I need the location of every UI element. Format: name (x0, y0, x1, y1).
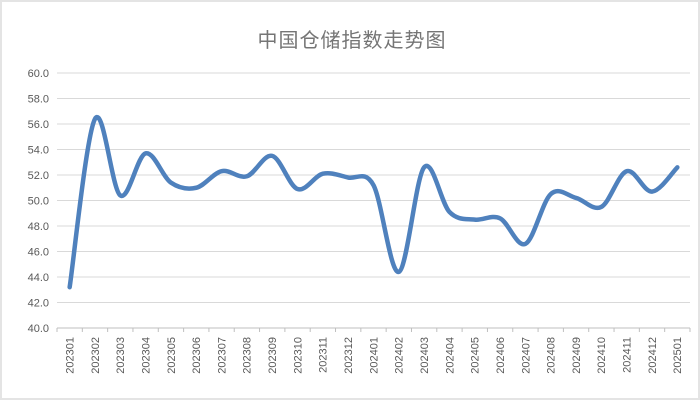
x-tick-label: 202407 (520, 337, 532, 374)
x-tick-label: 202501 (672, 337, 684, 374)
x-tick-label: 202401 (368, 337, 380, 374)
y-tick-label: 50.0 (28, 195, 49, 207)
y-tick-label: 54.0 (28, 144, 49, 156)
x-tick-label: 202301 (65, 337, 77, 374)
x-tick-label: 202406 (495, 337, 507, 374)
y-tick-label: 40.0 (28, 323, 49, 335)
chart-title: 中国仓储指数走势图 (257, 28, 447, 52)
x-tick-label: 202308 (242, 337, 254, 374)
y-tick-label: 56.0 (28, 119, 49, 131)
x-tick-label: 202305 (166, 337, 178, 374)
x-tick-label: 202405 (470, 337, 482, 374)
x-tick-label: 202311 (318, 337, 330, 373)
x-tick-label: 202306 (191, 337, 203, 374)
x-tick-label: 202309 (267, 337, 279, 374)
x-tick-label: 202412 (647, 337, 659, 374)
series-line (67, 114, 680, 290)
x-tick-label: 202302 (90, 337, 102, 374)
x-tick-label: 202403 (419, 337, 431, 374)
y-tick-label: 48.0 (28, 221, 49, 233)
y-tick-label: 42.0 (28, 297, 49, 309)
x-tick-label: 202304 (140, 337, 152, 374)
x-tick-label: 202411 (622, 337, 634, 373)
x-tick-label: 202409 (571, 337, 583, 374)
x-tick-label: 202404 (444, 337, 456, 374)
x-tick-label: 202310 (292, 337, 304, 374)
x-tick-label: 202408 (546, 337, 558, 374)
y-tick-label: 58.0 (28, 93, 49, 105)
x-tick-label: 202303 (115, 337, 127, 374)
x-tick-label: 202410 (596, 337, 608, 374)
x-tick-label: 202402 (394, 337, 406, 374)
y-tick-label: 46.0 (28, 246, 49, 258)
y-tick-label: 44.0 (28, 272, 49, 284)
x-tick-label: 202312 (343, 337, 355, 374)
y-tick-label: 52.0 (28, 170, 49, 182)
x-tick-label: 202307 (216, 337, 228, 374)
y-tick-label: 60.0 (28, 68, 49, 80)
